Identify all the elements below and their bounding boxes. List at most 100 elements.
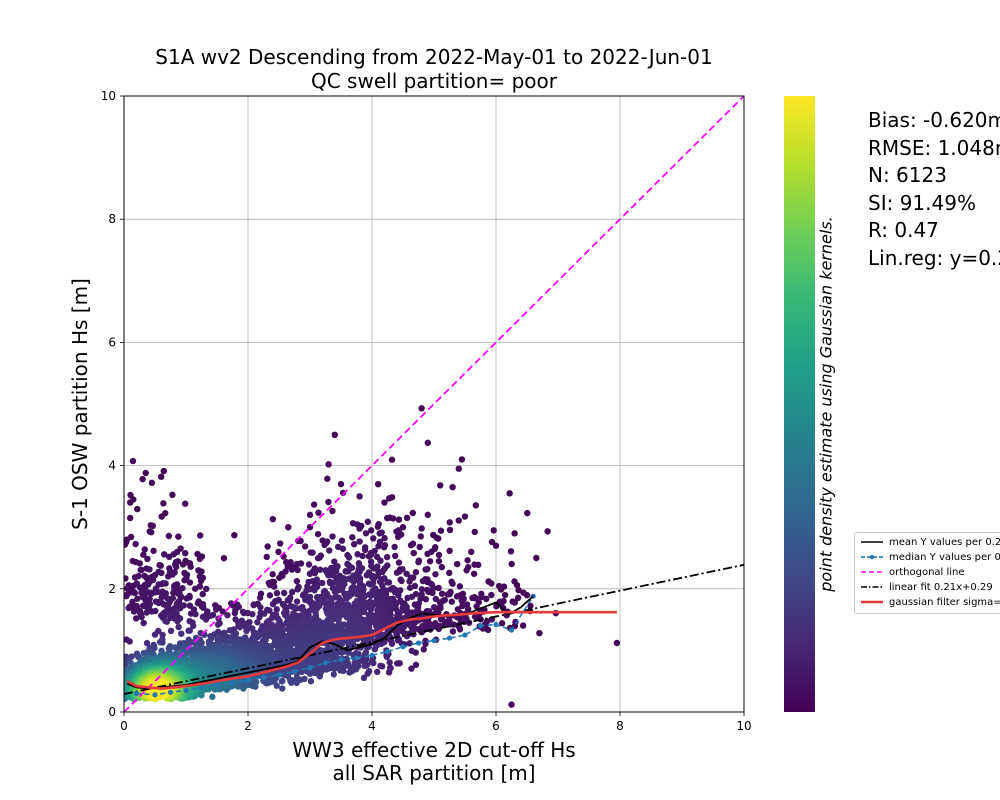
- scatter-point: [386, 659, 393, 666]
- scatter-point: [321, 541, 328, 549]
- scatter-point: [330, 671, 338, 678]
- median-marker: [508, 627, 515, 633]
- scatter-point: [127, 533, 135, 541]
- scatter-point: [224, 611, 231, 619]
- scatter-point: [142, 469, 149, 477]
- scatter-point: [305, 561, 313, 568]
- scatter-point: [273, 589, 281, 597]
- scatter-point: [449, 628, 457, 635]
- scatter-point: [144, 555, 151, 563]
- median-marker: [229, 680, 236, 686]
- scatter-point: [514, 594, 522, 602]
- scatter-point: [374, 523, 382, 530]
- scatter-point: [190, 622, 197, 630]
- scatter-point: [490, 527, 497, 534]
- scatter-point: [160, 500, 167, 507]
- median-marker: [462, 632, 468, 638]
- scatter-point: [310, 501, 318, 508]
- scatter-point: [266, 607, 273, 614]
- scatter-point: [356, 493, 363, 500]
- scatter-point: [454, 606, 462, 613]
- y-tick-label: 2: [108, 582, 116, 596]
- scatter-point: [393, 569, 401, 576]
- scatter-point: [187, 563, 194, 570]
- scatter-point: [403, 570, 410, 577]
- scatter-point: [384, 514, 391, 522]
- scatter-point: [149, 576, 157, 584]
- scatter-point: [326, 547, 333, 554]
- scatter-point: [124, 539, 130, 546]
- scatter-point: [464, 605, 472, 613]
- scatter-point: [158, 513, 165, 520]
- scatter-point: [411, 601, 419, 608]
- y-tick-label: 8: [108, 212, 116, 226]
- scatter-point: [406, 578, 413, 585]
- scatter-point: [329, 533, 336, 540]
- scatter-point: [374, 668, 381, 676]
- scatter-point: [444, 591, 452, 598]
- x-tick-label: 10: [736, 719, 751, 733]
- scatter-point: [381, 534, 388, 542]
- legend-swatch-linear-fit: [861, 586, 883, 588]
- scatter-point: [424, 550, 431, 558]
- scatter-point: [360, 674, 368, 682]
- scatter-point: [279, 572, 286, 580]
- scatter-point: [297, 560, 305, 567]
- scatter-point: [426, 558, 434, 565]
- scatter-point: [197, 577, 205, 585]
- scatter-point: [139, 475, 146, 483]
- scatter-point: [354, 551, 361, 558]
- scatter-point: [203, 585, 210, 593]
- median-marker: [291, 668, 298, 674]
- scatter-point: [515, 586, 522, 594]
- legend-swatch-orthogonal: [861, 571, 883, 573]
- scatter-point: [219, 608, 226, 615]
- scatter-point: [311, 569, 319, 577]
- stat-linreg: Lin.reg: y=0.21x+0.29: [868, 245, 1000, 270]
- median-marker: [245, 677, 251, 683]
- y-tick-label: 6: [108, 335, 116, 349]
- legend-label-orthogonal: orthogonal line: [889, 566, 965, 578]
- scatter-point: [181, 500, 189, 507]
- scatter-point: [329, 507, 336, 515]
- statistics-box: Bias: -0.620m RMSE: 1.048m N: 6123 SI: 9…: [868, 107, 1000, 273]
- scatter-point: [150, 547, 157, 555]
- scatter-point: [455, 517, 462, 524]
- scatter-point: [185, 627, 192, 634]
- chart-subtitle: QC swell partition= poor: [310, 69, 557, 93]
- scatter-point: [302, 543, 309, 550]
- scatter-point: [269, 600, 277, 608]
- scatter-point: [195, 567, 202, 574]
- scatter-point: [408, 665, 415, 672]
- scatter-point: [306, 511, 314, 519]
- scatter-point: [453, 593, 461, 600]
- median-marker: [152, 692, 158, 698]
- scatter-point: [256, 594, 264, 601]
- stat-bias: Bias: -0.620m: [868, 108, 1000, 132]
- scatter-point: [138, 566, 145, 574]
- scatter-point: [200, 604, 207, 611]
- scatter-point: [395, 516, 403, 523]
- legend-item-orthogonal: orthogonal line: [861, 565, 965, 579]
- stat-rmse: RMSE: 1.048m: [868, 135, 1000, 160]
- scatter-point: [154, 588, 161, 596]
- legend-label-gaussian: gaussian filter sigma=1: [889, 596, 1000, 608]
- scatter-point: [214, 621, 222, 628]
- scatter-point: [349, 534, 356, 541]
- scatter-point: [438, 590, 446, 597]
- scatter-point: [544, 528, 551, 535]
- scatter-point: [151, 631, 159, 638]
- scatter-point: [337, 480, 345, 488]
- scatter-point: [365, 611, 372, 619]
- y-tick-label: 4: [108, 459, 116, 473]
- scatter-point: [160, 467, 168, 475]
- legend-label-mean: mean Y values per 0.25m bin: [889, 536, 1000, 548]
- scatter-point: [293, 577, 301, 585]
- scatter-point: [342, 568, 350, 575]
- y-tick-label: 0: [108, 705, 116, 719]
- scatter-point: [446, 519, 453, 526]
- scatter-point: [353, 590, 361, 598]
- scatter-point: [362, 530, 370, 537]
- legend-item-linear-fit: linear fit 0.21x+0.29: [861, 580, 993, 594]
